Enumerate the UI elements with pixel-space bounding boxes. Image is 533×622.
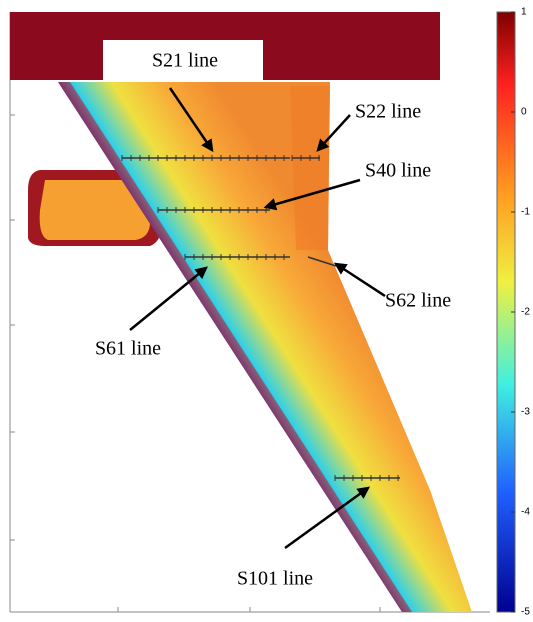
colorbar-tick-label: -2 [521,307,530,318]
probe-ticks [121,155,399,481]
line-label: S62 line [385,290,451,312]
wing [58,82,472,612]
line-label: S21 line [152,50,218,72]
spar-band [290,86,330,250]
arrow [316,114,351,152]
axis-ticks [10,114,381,612]
colorbar-tick-label: 1 [521,7,527,18]
arrow [333,262,386,298]
colorbar-tick-label: -4 [521,507,530,518]
pod-surface [39,180,150,240]
line-label: S40 line [365,160,431,182]
arrow [263,178,361,211]
line-label: S101 line [237,568,313,590]
line-label: S61 line [95,338,161,360]
label-box [103,40,263,80]
colorbar-tick-label: 0 [521,107,527,118]
arrow [168,87,214,153]
colorbar-tick-label: -1 [521,207,530,218]
arrow [284,486,371,550]
arrow [129,266,208,331]
leading-edge [58,82,412,612]
colorbar-tick-label: -3 [521,407,530,418]
colorbar-tick-label: -5 [521,607,530,618]
line-label: S22 line [355,101,421,123]
